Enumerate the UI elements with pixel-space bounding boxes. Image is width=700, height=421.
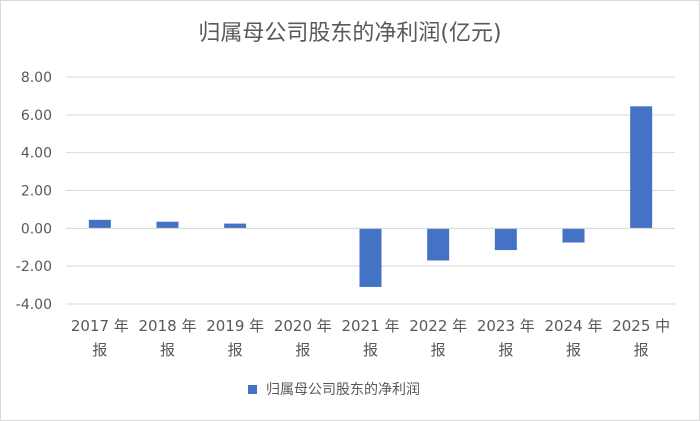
bar bbox=[427, 228, 450, 261]
bar bbox=[359, 228, 382, 287]
bar bbox=[88, 219, 111, 229]
x-tick-label: 报 bbox=[634, 341, 649, 359]
x-tick-label: 2023 年 bbox=[477, 317, 535, 335]
legend: 归属母公司股东的净利润 bbox=[248, 381, 420, 398]
y-tick-label: -2.00 bbox=[16, 259, 52, 275]
x-tick-label: 报 bbox=[92, 341, 107, 359]
x-tick-label: 报 bbox=[498, 341, 513, 359]
x-tick-label: 报 bbox=[363, 341, 378, 359]
legend-swatch bbox=[248, 385, 257, 394]
y-tick-label: -4.00 bbox=[16, 297, 52, 313]
bar bbox=[630, 106, 653, 229]
y-tick-label: 4.00 bbox=[21, 146, 52, 162]
y-tick-label: 8.00 bbox=[21, 70, 52, 86]
x-tick-label: 报 bbox=[295, 341, 310, 359]
x-tick-label: 报 bbox=[160, 341, 175, 359]
legend-label: 归属母公司股东的净利润 bbox=[266, 381, 420, 398]
bar bbox=[156, 221, 179, 229]
x-tick-label: 2021 年 bbox=[342, 317, 400, 335]
y-tick-label: 2.00 bbox=[21, 184, 52, 200]
x-tick-label: 2022 年 bbox=[409, 317, 467, 335]
x-tick-label: 2018 年 bbox=[139, 317, 197, 335]
x-tick-label: 2020 年 bbox=[274, 317, 332, 335]
x-tick-label: 2025 中 bbox=[612, 317, 670, 335]
x-tick-label: 2019 年 bbox=[206, 317, 264, 335]
x-tick-label: 2017 年 bbox=[71, 317, 129, 335]
x-tick-label: 报 bbox=[228, 341, 243, 359]
x-tick-label: 报 bbox=[431, 341, 446, 359]
x-tick-label: 报 bbox=[566, 341, 581, 359]
x-tick-label: 2024 年 bbox=[545, 317, 603, 335]
chart-title: 归属母公司股东的净利润(亿元) bbox=[198, 21, 501, 46]
y-tick-label: 0.00 bbox=[21, 221, 52, 237]
bar bbox=[562, 228, 585, 243]
bar bbox=[494, 228, 517, 251]
y-tick-label: 6.00 bbox=[21, 108, 52, 124]
y-axis-ticks: 8.00 6.00 4.00 2.00 0.00 -2.00 -4.00 bbox=[16, 70, 52, 313]
bars bbox=[88, 106, 653, 287]
bar bbox=[224, 223, 247, 229]
